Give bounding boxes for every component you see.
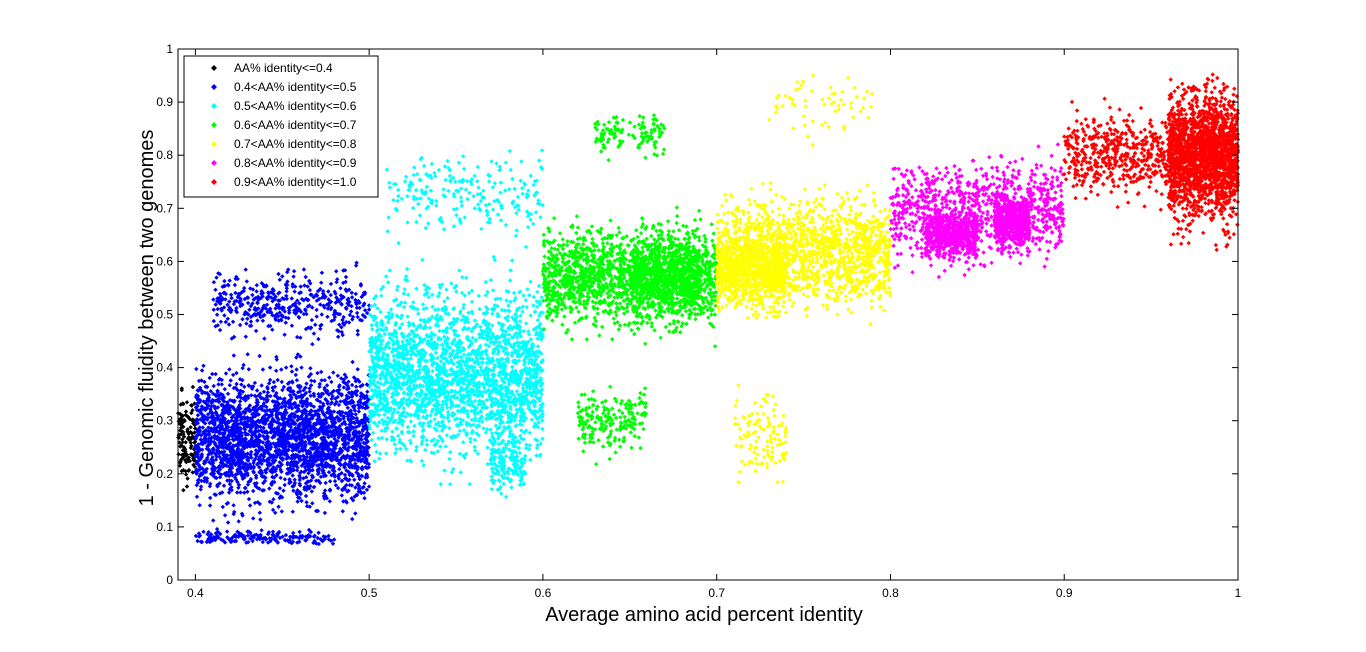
y-tick-label: 0.3: [156, 414, 173, 428]
series-3-markers: [540, 113, 719, 467]
series-2-markers: [367, 148, 545, 500]
y-tick-label: 0.6: [156, 254, 173, 268]
y-tick-label: 0: [166, 573, 173, 587]
y-tick-label: 0.8: [156, 148, 173, 162]
x-tick-label: 0.8: [882, 586, 899, 600]
series-0-markers: [176, 384, 198, 493]
series-6-points: [1062, 72, 1241, 253]
x-tick-label: 0.4: [187, 586, 204, 600]
legend-marker: [211, 179, 217, 185]
legend-entry: 0.4<AA% identity<=0.5: [234, 80, 357, 94]
legend-marker: [211, 65, 217, 71]
series-4-points: [714, 73, 893, 485]
legend-entry: 0.6<AA% identity<=0.7: [234, 118, 357, 132]
series-5-points: [888, 142, 1066, 280]
y-tick-label: 0.4: [156, 361, 173, 375]
y-tick-label: 0.9: [156, 95, 173, 109]
series-1-points: [193, 260, 372, 547]
y-tick-label: 0.1: [156, 520, 173, 534]
legend-entry: AA% identity<=0.4: [234, 61, 333, 75]
series-4-markers: [714, 73, 893, 485]
legend-marker: [211, 122, 217, 128]
legend-marker: [211, 103, 217, 109]
legend-marker: [211, 160, 217, 166]
y-axis-label: 1 - Genomic fluidity between two genomes: [136, 130, 158, 507]
legend-marker: [211, 141, 217, 147]
legend-entry: 0.7<AA% identity<=0.8: [234, 137, 357, 151]
series-0-points: [176, 384, 198, 493]
legend-entry: 0.8<AA% identity<=0.9: [234, 156, 357, 170]
x-axis-ticks: 0.4 0.5 0.6 0.7 0.8 0.9 1: [187, 49, 1242, 600]
legend-box: [183, 55, 379, 198]
y-tick-label: 0.7: [156, 201, 173, 215]
x-tick-label: 0.7: [708, 586, 725, 600]
y-tick-label: 0.2: [156, 467, 173, 481]
x-tick-label: 0.5: [361, 586, 378, 600]
series-5-markers: [888, 142, 1066, 280]
series-6-markers: [1062, 72, 1241, 253]
legend-entry: 0.5<AA% identity<=0.6: [234, 99, 357, 113]
x-axis-label: Average amino acid percent identity: [545, 604, 863, 626]
y-tick-label: 1: [166, 42, 173, 56]
legend-entry: 0.9<AA% identity<=1.0: [234, 175, 357, 189]
x-tick-label: 0.9: [1056, 586, 1073, 600]
series-3-points: [540, 113, 719, 467]
series-2-points: [367, 148, 545, 500]
series-1-markers: [193, 260, 372, 547]
y-axis-ticks: 0 0.1 0.2 0.3 0.4 0.5 0.6 0.7 0.8 0.9 1: [156, 42, 1238, 587]
y-tick-label: 0.5: [156, 308, 173, 322]
data-points: [176, 72, 1241, 547]
legend: AA% identity<=0.4 0.4<AA% identity<=0.5 0.…: [183, 55, 379, 198]
legend-marker: [211, 84, 217, 90]
x-tick-label: 1: [1235, 586, 1242, 600]
x-tick-label: 0.6: [535, 586, 552, 600]
